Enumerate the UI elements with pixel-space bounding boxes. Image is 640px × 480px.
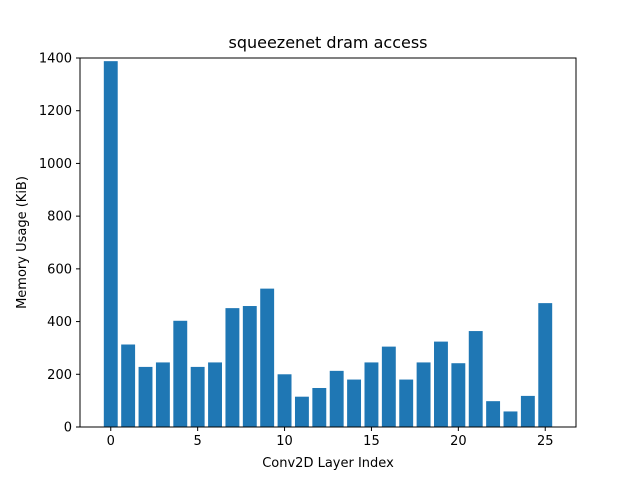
x-axis-label: Conv2D Layer Index bbox=[262, 456, 394, 471]
bar-layer-21 bbox=[468, 331, 483, 427]
x-tick-label: 0 bbox=[107, 434, 115, 449]
bar-layer-23 bbox=[503, 411, 518, 427]
bar-layer-12 bbox=[312, 387, 327, 427]
y-tick-label: 1200 bbox=[39, 104, 72, 119]
bar-layer-17 bbox=[399, 379, 414, 427]
chart-title: squeezenet dram access bbox=[228, 33, 427, 52]
bar-layer-22 bbox=[486, 401, 501, 427]
bar-layer-24 bbox=[520, 395, 535, 427]
bar-layer-2 bbox=[138, 366, 153, 427]
bar-layer-10 bbox=[277, 374, 292, 427]
y-axis-label: Memory Usage (KiB) bbox=[15, 176, 30, 309]
bars-group bbox=[103, 61, 553, 428]
bar-layer-25 bbox=[538, 303, 553, 427]
bar-layer-15 bbox=[364, 362, 379, 427]
y-tick-label: 200 bbox=[47, 368, 72, 383]
y-tick-label: 400 bbox=[47, 315, 72, 330]
y-tick-label: 1000 bbox=[39, 157, 72, 172]
bar-layer-5 bbox=[190, 366, 205, 427]
y-tick-label: 0 bbox=[64, 421, 72, 436]
bar-layer-18 bbox=[416, 362, 431, 427]
bar-layer-4 bbox=[173, 320, 188, 427]
x-tick-label: 25 bbox=[537, 434, 554, 449]
y-tick-label: 600 bbox=[47, 262, 72, 277]
bar-layer-13 bbox=[329, 370, 344, 427]
x-tick-label: 10 bbox=[276, 434, 293, 449]
bar-layer-8 bbox=[242, 306, 257, 427]
bar-layer-19 bbox=[434, 341, 448, 427]
x-ticks: 0 5 10 15 20 25 bbox=[107, 427, 554, 449]
x-tick-label: 20 bbox=[450, 434, 467, 449]
x-tick-label: 15 bbox=[363, 434, 380, 449]
bar-layer-0 bbox=[103, 61, 118, 428]
y-tick-label: 800 bbox=[47, 210, 72, 225]
bar-layer-9 bbox=[260, 288, 275, 427]
bar-layer-11 bbox=[294, 396, 309, 427]
bar-layer-6 bbox=[208, 362, 222, 427]
bar-layer-7 bbox=[225, 308, 240, 427]
bar-layer-14 bbox=[347, 379, 362, 427]
y-ticks: 0 200 400 600 800 1000 1200 1400 bbox=[39, 52, 80, 436]
bar-layer-3 bbox=[155, 362, 170, 427]
bar-layer-20 bbox=[451, 363, 466, 427]
plot-frame bbox=[79, 57, 577, 428]
y-tick-label: 1400 bbox=[39, 52, 72, 67]
bar-layer-1 bbox=[121, 344, 136, 427]
bar-layer-16 bbox=[381, 346, 396, 427]
x-tick-label: 5 bbox=[194, 434, 202, 449]
